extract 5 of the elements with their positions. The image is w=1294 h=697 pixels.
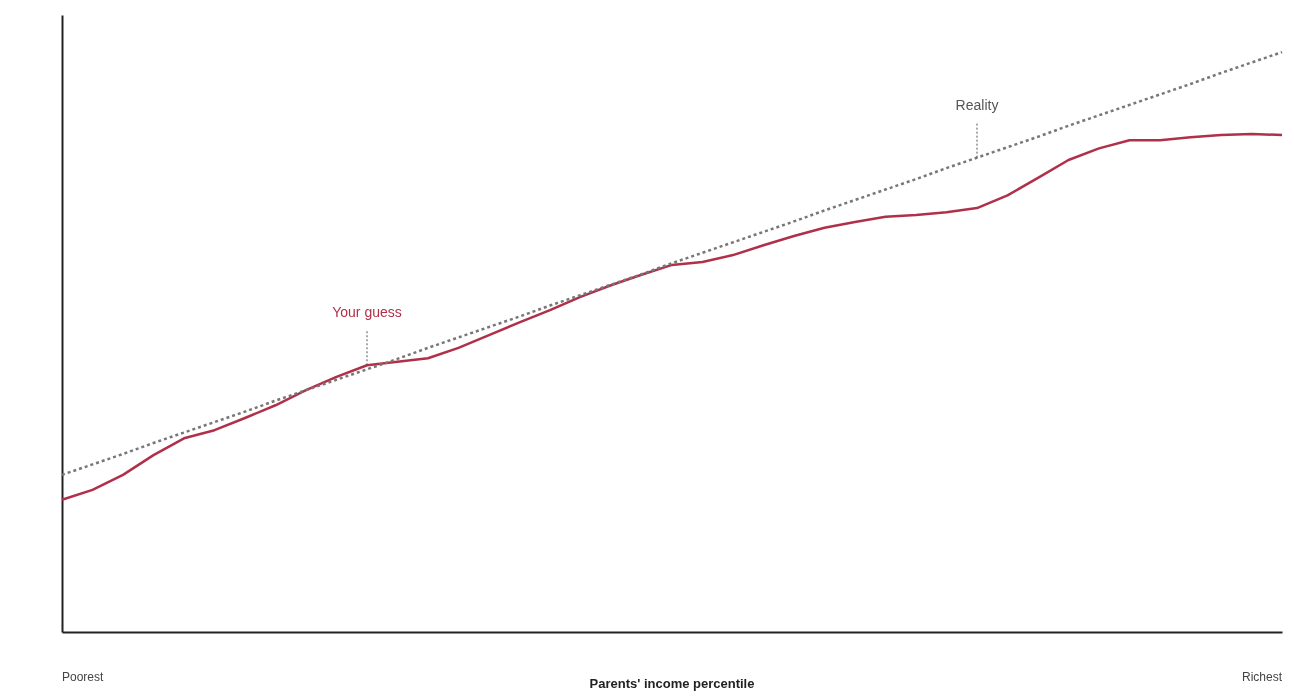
text: Richest	[1241, 670, 1283, 684]
x-axis-title: Parents' income percentile	[589, 676, 755, 691]
text: Poorest	[62, 670, 105, 684]
text: Your guess	[332, 304, 402, 321]
text: Reality	[955, 96, 999, 113]
